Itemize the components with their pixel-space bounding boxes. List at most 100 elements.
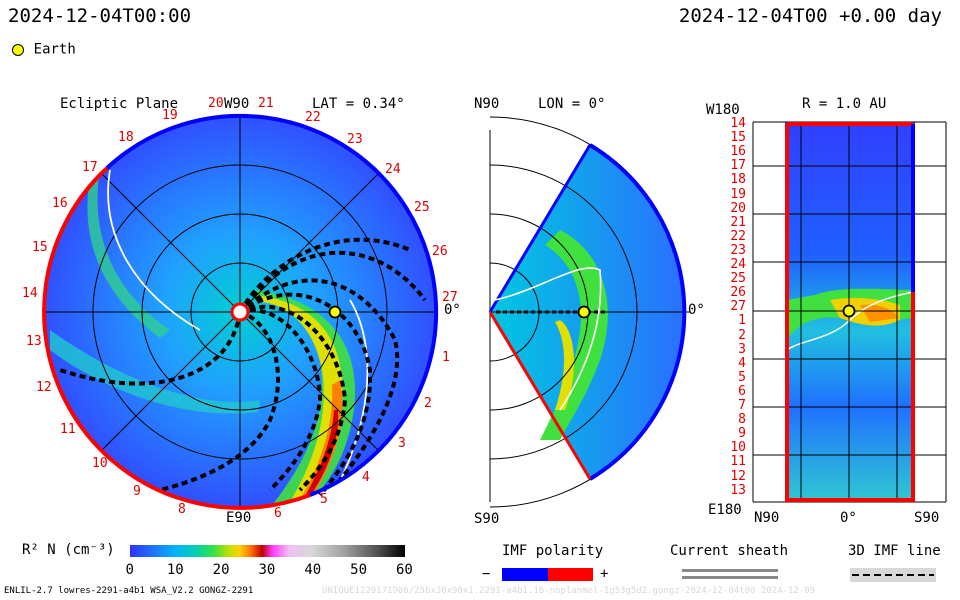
map-orange-core (860, 304, 898, 322)
map-day-label: 8 (738, 412, 746, 428)
map-negative-boundary (785, 124, 915, 502)
earth-legend: Earth (12, 39, 76, 58)
earth-marker-meridional (577, 305, 591, 319)
map-day-label: 26 (730, 285, 746, 301)
earth-legend-label: Earth (33, 41, 76, 58)
map-bottom-left: E180 (708, 502, 742, 518)
imf-polarity-negative-swatch (502, 568, 548, 581)
map-day-label: 17 (730, 158, 746, 174)
map-day-label: 5 (738, 369, 746, 385)
ecliptic-day-label: 1 (442, 350, 450, 365)
imf-lines (59, 237, 427, 497)
sheath-contour-2 (329, 299, 369, 501)
meridional-top-left: N90 (474, 96, 500, 112)
map-day-label: 18 (730, 172, 746, 188)
ecliptic-day-label: 21 (258, 96, 274, 111)
meridional-outer-arc (588, 143, 687, 481)
current-sheath-swatch-2 (682, 576, 778, 579)
ecliptic-plane-panel (42, 113, 439, 510)
ecliptic-day-label: 2 (424, 396, 432, 411)
ecliptic-day-label: 19 (162, 108, 178, 123)
imf-polarity-positive-swatch (548, 568, 593, 581)
map-day-label: 11 (730, 454, 746, 470)
ecliptic-day-label: 12 (36, 380, 52, 395)
polarity-arc-negative (42, 166, 311, 510)
map-day-label: 4 (738, 355, 746, 371)
map-day-label: 3 (738, 341, 746, 357)
sheath-contour-1 (107, 169, 201, 331)
spiral-arm-west (87, 168, 170, 338)
map-day-label: 12 (730, 468, 746, 484)
map-x-label-s90: S90 (914, 510, 940, 526)
ecliptic-right-label: 0° (444, 302, 461, 318)
ecliptic-day-label: 3 (398, 436, 406, 451)
map-day-label: 27 (730, 299, 746, 315)
dense-region-red (303, 410, 339, 500)
meridional-bottom-left: S90 (474, 511, 500, 527)
earth-marker-icon (12, 43, 24, 56)
map-day-label: 10 (730, 440, 746, 456)
ecliptic-day-label: 6 (274, 506, 282, 521)
imf-polarity-title: IMF polarity (502, 543, 604, 559)
ecliptic-bottom-label: E90 (226, 510, 252, 526)
ecliptic-day-label: 9 (133, 484, 141, 499)
ecliptic-day-label: 17 (82, 160, 98, 175)
colorbar-tick-label: 50 (350, 562, 368, 578)
meridional-panel (488, 116, 690, 508)
left-timestamp: 2024-12-04T00:00 (8, 5, 192, 27)
ecliptic-day-label: 27 (442, 290, 458, 305)
map-day-label: 21 (730, 214, 746, 230)
map-day-label: 20 (730, 200, 746, 216)
map-day-label: 14 (730, 116, 746, 131)
earth-marker-ecliptic (328, 305, 342, 319)
right-timestamp: 2024-12-04T00 +0.00 day (678, 5, 942, 27)
map-day-label: 2 (738, 327, 746, 343)
colorbar-tick-label: 10 (166, 562, 184, 578)
footer-left: ENLIL-2.7 lowres-2291-a4b1 WSA_V2.2 GONG… (4, 586, 254, 596)
sun-marker (230, 302, 250, 322)
map-x-label-0: 0° (840, 510, 857, 526)
meridional-contour (494, 267, 602, 411)
imf-polarity-minus: − (482, 566, 491, 582)
ecliptic-day-label: 24 (385, 162, 401, 177)
ecliptic-day-label: 5 (320, 492, 328, 507)
ecliptic-day-label: 25 (414, 200, 430, 215)
ecliptic-day-label: 8 (178, 502, 186, 517)
ecliptic-top-label: W90 (224, 96, 250, 112)
footer-right: UNIQUE1229171906/256x30x90x1.2291-a4b1.1… (322, 586, 816, 596)
meridional-north-edge (488, 144, 592, 313)
ecliptic-day-label: 13 (26, 334, 42, 349)
ecliptic-day-label: 18 (118, 130, 134, 145)
map-day-label: 25 (730, 271, 746, 287)
dense-region-orange (300, 380, 343, 500)
map-day-label: 19 (730, 186, 746, 202)
imf-line-swatch-bg (850, 568, 936, 582)
map-day-label: 1 (738, 313, 746, 329)
map-title: R = 1.0 AU (802, 96, 887, 112)
ecliptic-day-label: 11 (60, 422, 76, 437)
earth-marker-map (842, 304, 856, 318)
ecliptic-day-label: 23 (347, 132, 363, 147)
map-day-label: 23 (730, 242, 746, 258)
map-day-label: 9 (738, 426, 746, 442)
ecliptic-day-label: 15 (32, 240, 48, 255)
map-day-label: 6 (738, 383, 746, 399)
meridional-right-label: 0° (688, 302, 705, 318)
ecliptic-day-label: 26 (432, 244, 448, 259)
ecliptic-lat-label: LAT = 0.34° (312, 96, 405, 112)
ecliptic-day-label: 4 (362, 470, 370, 485)
map-panel (752, 121, 947, 503)
colorbar-tick-label: 0 (125, 562, 134, 578)
map-day-label: 13 (730, 482, 746, 498)
current-sheath-swatch-1 (682, 569, 778, 572)
colorbar-tick-label: 60 (396, 562, 413, 578)
map-top-left: W180 (706, 102, 740, 118)
polarity-arc-positive (105, 113, 439, 497)
colorbar-tick-label: 40 (304, 562, 322, 578)
ecliptic-day-label: 16 (52, 196, 68, 211)
meridional-south-edge (488, 311, 592, 480)
ecliptic-day-label: 10 (92, 456, 108, 471)
colorbar-tick-label: 20 (212, 562, 230, 578)
ecliptic-day-label: 22 (305, 110, 321, 125)
